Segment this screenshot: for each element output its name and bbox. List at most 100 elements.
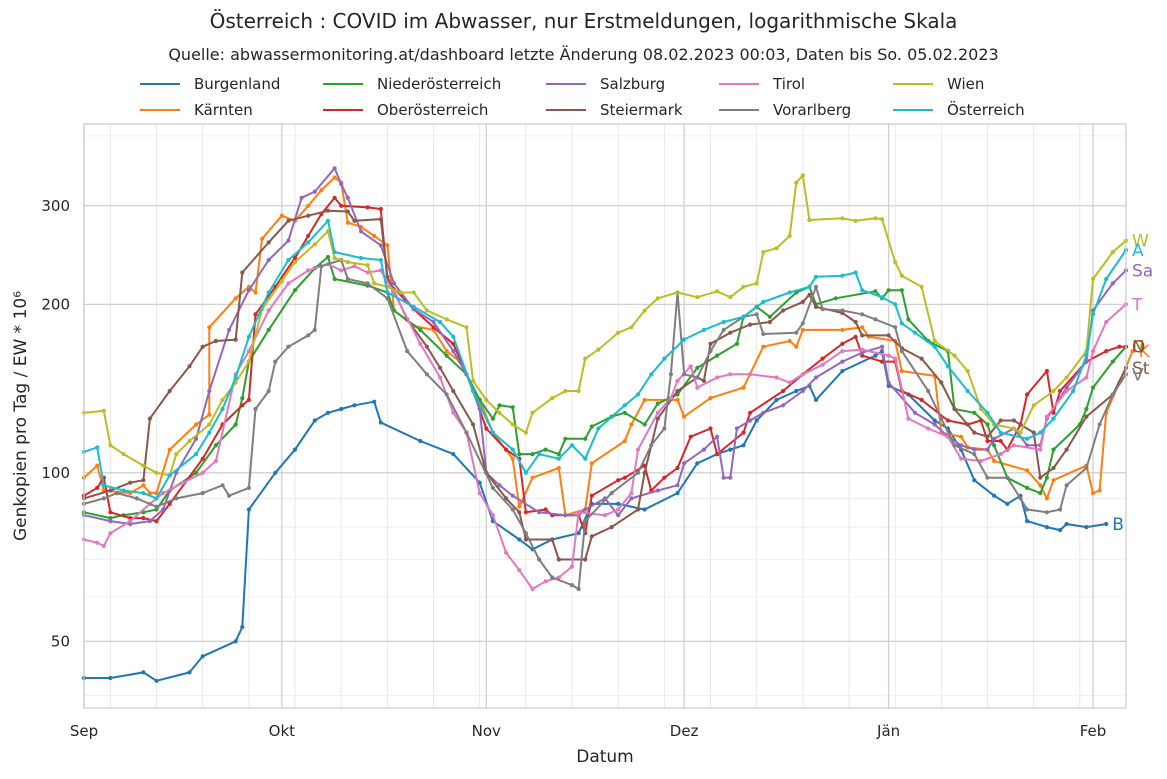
data-point [319, 264, 324, 269]
data-point [537, 557, 542, 562]
data-point [992, 458, 997, 464]
legend-swatch [546, 83, 586, 85]
data-point [550, 396, 555, 401]
data-point [1110, 250, 1115, 255]
data-point [1110, 359, 1115, 364]
data-point [266, 240, 271, 245]
data-point [820, 356, 825, 361]
data-point [965, 368, 970, 374]
legend-item: Salzburg [546, 72, 665, 96]
data-point [741, 430, 746, 435]
data-point [1038, 491, 1043, 496]
data-point [424, 308, 429, 313]
data-point [490, 485, 495, 490]
data-point [550, 537, 555, 542]
data-point [695, 295, 700, 300]
data-point [490, 430, 495, 435]
data-point [510, 405, 515, 410]
legend-swatch [323, 109, 363, 111]
data-point [279, 213, 284, 218]
data-point [609, 491, 614, 496]
data-point [945, 418, 951, 423]
legend-item: Tirol [719, 72, 805, 96]
data-point [563, 513, 568, 518]
data-point [1097, 488, 1102, 493]
data-point [266, 308, 271, 313]
data-point [418, 327, 423, 332]
data-point [523, 470, 529, 475]
legend-item: Wien [893, 72, 984, 96]
data-point [998, 438, 1003, 444]
data-point [246, 334, 251, 339]
data-point [945, 364, 951, 369]
data-point [306, 268, 311, 273]
data-point [147, 491, 152, 496]
data-point [154, 678, 159, 683]
tick-labels: 50 100 200 300 Sep Okt Nov Dez Jän Feb [41, 197, 1106, 740]
plot-area [84, 124, 1126, 708]
data-point [510, 493, 515, 498]
data-point [682, 461, 687, 466]
data-point [708, 341, 713, 346]
data-point [365, 281, 370, 286]
data-point [767, 314, 773, 319]
data-point [1025, 485, 1030, 490]
data-point [675, 491, 680, 496]
data-point [556, 575, 561, 580]
legend-label: Wien [947, 75, 985, 93]
data-point [213, 458, 218, 464]
series-end-label: K [1139, 342, 1151, 362]
data-point [504, 496, 509, 501]
data-point [840, 359, 845, 364]
series-burgenland: B [81, 349, 1124, 683]
data-point [332, 195, 337, 200]
data-point [840, 368, 845, 374]
data-point [682, 372, 687, 377]
data-point [715, 452, 720, 457]
data-point [398, 290, 403, 295]
data-point [240, 396, 245, 401]
data-point [358, 255, 364, 261]
legend-item: Oberösterreich [323, 98, 488, 122]
data-point [873, 353, 878, 358]
data-point [965, 388, 970, 394]
data-point [114, 491, 120, 496]
data-point [781, 388, 786, 394]
legend-swatch [719, 109, 759, 111]
data-point [662, 356, 667, 361]
data-point [662, 475, 667, 480]
data-point [372, 233, 377, 238]
data-point [128, 519, 133, 524]
data-point [813, 304, 819, 309]
legend-label: Kärnten [194, 101, 253, 119]
data-point [860, 350, 865, 355]
data-point [972, 410, 977, 415]
data-point [451, 341, 456, 346]
data-point [200, 654, 205, 659]
series-end-label: Sa [1132, 261, 1153, 281]
data-point [807, 217, 812, 223]
data-point [121, 452, 126, 457]
series-vorarlberg: V [81, 257, 1144, 592]
data-point [207, 412, 212, 417]
data-point [840, 341, 845, 346]
data-point [490, 416, 495, 421]
data-point [919, 284, 924, 289]
data-point [451, 349, 456, 354]
data-point [879, 344, 885, 349]
data-point [622, 403, 627, 408]
data-point [748, 372, 753, 377]
data-point [213, 338, 218, 344]
data-point [569, 564, 575, 569]
series-layer: B KNO Sa St T V WA [81, 166, 1153, 683]
data-point [266, 257, 271, 263]
data-point [761, 331, 766, 337]
data-point [517, 504, 522, 509]
data-point [227, 493, 232, 498]
data-point [774, 246, 779, 251]
data-point [174, 452, 179, 457]
data-point [583, 436, 588, 441]
data-point [879, 359, 885, 364]
data-point [781, 308, 786, 313]
data-point [642, 470, 647, 475]
